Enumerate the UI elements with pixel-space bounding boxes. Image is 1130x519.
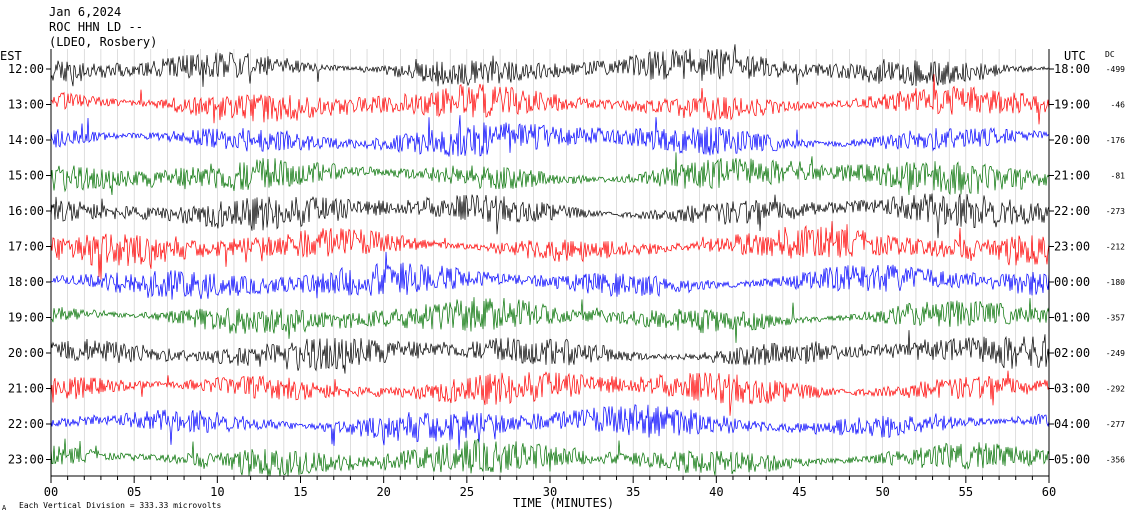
utc-label: 03:00 [1054, 382, 1090, 396]
dc-offset-label: -292 [1106, 385, 1125, 394]
utc-label: 19:00 [1054, 98, 1090, 112]
trace-1400 [50, 115, 1050, 157]
left-axis-title: EST [0, 49, 22, 63]
dc-offset-label: -273 [1106, 207, 1125, 216]
labels: Jan 6,2024 ROC HHN LD -- (LDEO, Rosbery)… [0, 5, 1125, 512]
grid-lines [67, 49, 1033, 476]
x-tick-label: 10 [210, 485, 224, 499]
est-label: 19:00 [8, 311, 44, 325]
trace-1200 [50, 44, 1050, 87]
dc-offset-label: -356 [1106, 456, 1125, 465]
dc-offset-label: -249 [1106, 349, 1125, 358]
network-label: (LDEO, Rosbery) [49, 35, 157, 49]
utc-label: 20:00 [1054, 133, 1090, 147]
trace-1700 [50, 221, 1050, 280]
trace-1600 [50, 193, 1050, 239]
dc-title: DC [1105, 50, 1115, 59]
x-tick-label: 50 [875, 485, 889, 499]
est-label: 12:00 [8, 62, 44, 76]
utc-label: 21:00 [1054, 169, 1090, 183]
dc-offset-label: -212 [1106, 243, 1125, 252]
x-tick-label: 60 [1042, 485, 1056, 499]
chart-date-title: Jan 6,2024 [49, 5, 121, 19]
utc-label: 23:00 [1054, 240, 1090, 254]
utc-label: 00:00 [1054, 275, 1090, 289]
scale-note: Each Vertical Division = 333.33 microvol… [19, 501, 221, 510]
utc-label: 02:00 [1054, 346, 1090, 360]
utc-label: 04:00 [1054, 417, 1090, 431]
est-label: 13:00 [8, 98, 44, 112]
trace-1500 [50, 152, 1050, 196]
x-tick-label: 45 [792, 485, 806, 499]
x-tick-label: 00 [44, 485, 58, 499]
dc-offset-label: -176 [1106, 136, 1125, 145]
trace-2200 [50, 404, 1050, 451]
axes [46, 49, 1054, 483]
est-label: 17:00 [8, 240, 44, 254]
x-tick-label: 15 [293, 485, 307, 499]
x-tick-label: 20 [376, 485, 390, 499]
trace-1800 [50, 251, 1050, 300]
x-tick-label: 40 [709, 485, 723, 499]
trace-group [50, 44, 1050, 477]
est-label: 18:00 [8, 275, 44, 289]
x-tick-label: 35 [626, 485, 640, 499]
est-label: 20:00 [8, 346, 44, 360]
est-label: 14:00 [8, 133, 44, 147]
right-axis-title: UTC [1064, 49, 1086, 63]
trace-2100 [50, 370, 1050, 416]
x-tick-label: 25 [460, 485, 474, 499]
utc-label: 18:00 [1054, 62, 1090, 76]
dc-offset-label: -81 [1111, 172, 1126, 181]
utc-label: 05:00 [1054, 453, 1090, 467]
trace-1900 [50, 297, 1050, 343]
trace-2000 [50, 330, 1050, 374]
est-label: 21:00 [8, 382, 44, 396]
dc-offset-label: -277 [1106, 420, 1125, 429]
est-label: 15:00 [8, 169, 44, 183]
utc-label: 01:00 [1054, 311, 1090, 325]
trace-2300 [50, 438, 1050, 477]
dc-offset-label: -499 [1106, 65, 1125, 74]
x-axis-label: TIME (MINUTES) [513, 496, 614, 510]
dc-offset-label: -46 [1111, 101, 1126, 110]
est-label: 23:00 [8, 453, 44, 467]
est-label: 16:00 [8, 204, 44, 218]
x-tick-label: 30 [543, 485, 557, 499]
trace-1300 [50, 74, 1050, 125]
x-tick-label: 55 [959, 485, 973, 499]
est-label: 22:00 [8, 417, 44, 431]
dc-offset-label: -180 [1106, 278, 1125, 287]
x-tick-label: 05 [127, 485, 141, 499]
dc-offset-label: -357 [1106, 314, 1125, 323]
corner-mark: A [2, 504, 7, 512]
utc-label: 22:00 [1054, 204, 1090, 218]
station-label: ROC HHN LD -- [49, 20, 143, 34]
